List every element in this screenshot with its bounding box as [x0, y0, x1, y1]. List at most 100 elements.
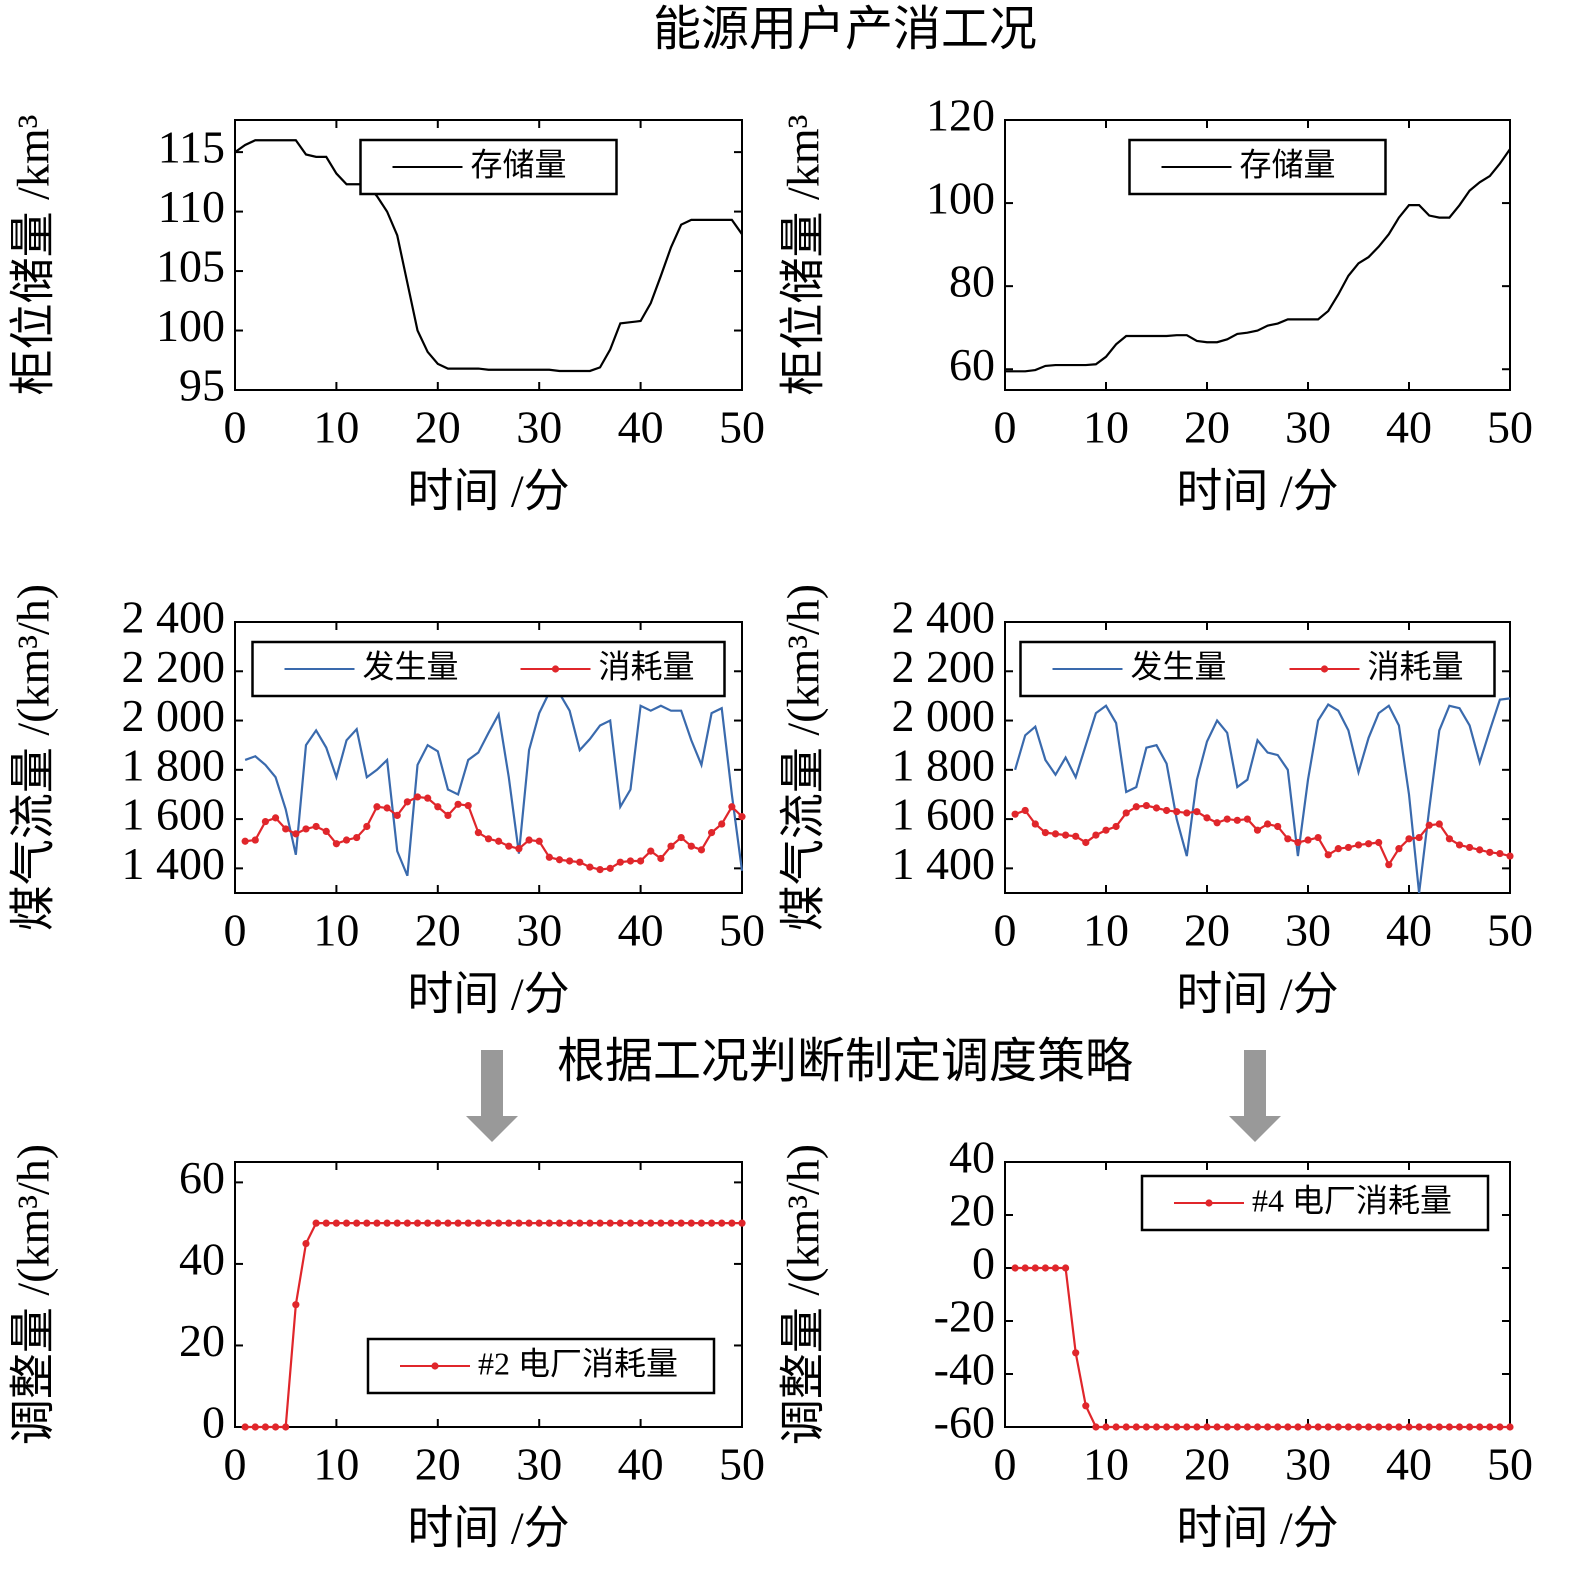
- x-tick-label: 40: [618, 905, 664, 956]
- plot-frame: [1004, 621, 1511, 894]
- legend-label: 消耗量: [599, 648, 695, 684]
- data-point: [1072, 1349, 1080, 1357]
- plot-frame: [1004, 119, 1511, 391]
- data-point: [1375, 1423, 1383, 1431]
- data-point: [1284, 835, 1292, 843]
- data-point: [697, 846, 706, 854]
- data-point: [1102, 826, 1110, 834]
- data-point: [1011, 810, 1019, 818]
- data-point: [434, 1219, 442, 1227]
- data-point: [1173, 808, 1181, 816]
- data-point: [596, 1219, 604, 1227]
- arrow-left: [466, 1050, 518, 1142]
- x-axis-label: 时间 /分: [407, 969, 569, 1020]
- data-point: [677, 1219, 685, 1227]
- data-point: [616, 858, 624, 866]
- data-point: [677, 833, 685, 842]
- legend-label: 发生量: [363, 648, 459, 684]
- data-point: [626, 857, 635, 865]
- data-point: [1455, 1423, 1464, 1431]
- x-tick-label: 50: [1487, 905, 1533, 956]
- data-point: [637, 857, 645, 865]
- data-point: [1112, 1423, 1120, 1431]
- data-point: [444, 811, 452, 819]
- data-point: [1051, 830, 1060, 838]
- x-tick-label: 10: [1083, 905, 1129, 956]
- data-point: [1243, 815, 1251, 823]
- data-point: [1213, 819, 1221, 827]
- data-point: [1112, 822, 1120, 831]
- data-point: [1435, 1423, 1443, 1431]
- data-point: [1031, 820, 1039, 828]
- data-point: [1082, 1402, 1090, 1410]
- data-point: [1385, 861, 1393, 869]
- legend-marker: [1205, 1199, 1213, 1207]
- legend-marker: [551, 665, 560, 673]
- data-point: [1021, 1264, 1029, 1272]
- data-point: [1092, 831, 1100, 839]
- data-point: [1102, 1423, 1110, 1431]
- y-tick-label: 40: [179, 1233, 225, 1284]
- data-point: [484, 835, 493, 843]
- data-point: [1152, 804, 1161, 812]
- data-line: [245, 795, 743, 871]
- data-point: [1324, 851, 1332, 859]
- data-point: [606, 1219, 614, 1227]
- y-tick-label: 105: [156, 241, 225, 292]
- data-point: [1132, 1423, 1140, 1431]
- x-tick-label: 0: [224, 402, 247, 453]
- data-point: [1193, 1423, 1201, 1431]
- x-tick-label: 50: [1487, 402, 1533, 453]
- data-point: [1082, 838, 1090, 847]
- y-tick-label: 1 600: [892, 789, 996, 840]
- legend-label: #4 电厂消耗量: [1252, 1182, 1452, 1218]
- data-point: [1072, 832, 1080, 840]
- data-point: [1486, 1423, 1494, 1431]
- y-tick-label: 2 200: [122, 641, 226, 692]
- data-point: [1445, 835, 1453, 843]
- legend-label: 存储量: [471, 146, 567, 182]
- data-point: [687, 842, 695, 850]
- data-point: [728, 803, 736, 811]
- data-point: [1163, 806, 1171, 815]
- data-point: [1486, 848, 1494, 856]
- x-tick-label: 0: [994, 905, 1017, 956]
- data-point: [535, 837, 543, 845]
- data-point: [261, 1423, 270, 1431]
- y-tick-label: 1 600: [122, 789, 226, 840]
- data-point: [1223, 815, 1231, 823]
- data-point: [555, 856, 564, 864]
- data-point: [403, 798, 411, 806]
- data-point: [495, 837, 503, 845]
- y-tick-label: 2 400: [892, 592, 996, 643]
- data-point: [647, 1219, 655, 1227]
- y-tick-label: 20: [179, 1315, 225, 1366]
- y-tick-label: 95: [179, 360, 225, 411]
- data-point: [586, 863, 594, 871]
- data-point: [586, 1219, 594, 1227]
- data-point: [1405, 835, 1413, 843]
- data-point: [434, 803, 442, 811]
- legend-label: 存储量: [1240, 146, 1336, 182]
- x-tick-label: 0: [224, 905, 247, 956]
- y-tick-label: 1 400: [122, 838, 226, 889]
- data-point: [495, 1219, 503, 1227]
- data-point: [718, 1219, 726, 1227]
- data-point: [1041, 1264, 1049, 1272]
- data-point: [1163, 1423, 1171, 1431]
- data-point: [312, 822, 320, 831]
- data-point: [292, 830, 300, 838]
- data-point: [1142, 1423, 1150, 1431]
- x-tick-label: 0: [994, 1439, 1017, 1490]
- data-point: [251, 1423, 259, 1431]
- data-point: [424, 1219, 432, 1227]
- data-point: [363, 822, 371, 831]
- data-point: [413, 793, 422, 801]
- data-point: [241, 1423, 249, 1431]
- x-tick-label: 10: [313, 1439, 359, 1490]
- y-tick-label: 115: [158, 122, 225, 173]
- x-axis-label: 时间 /分: [1176, 969, 1338, 1020]
- y-tick-label: 100: [156, 300, 225, 351]
- data-point: [1011, 1264, 1019, 1272]
- data-point: [1021, 806, 1029, 815]
